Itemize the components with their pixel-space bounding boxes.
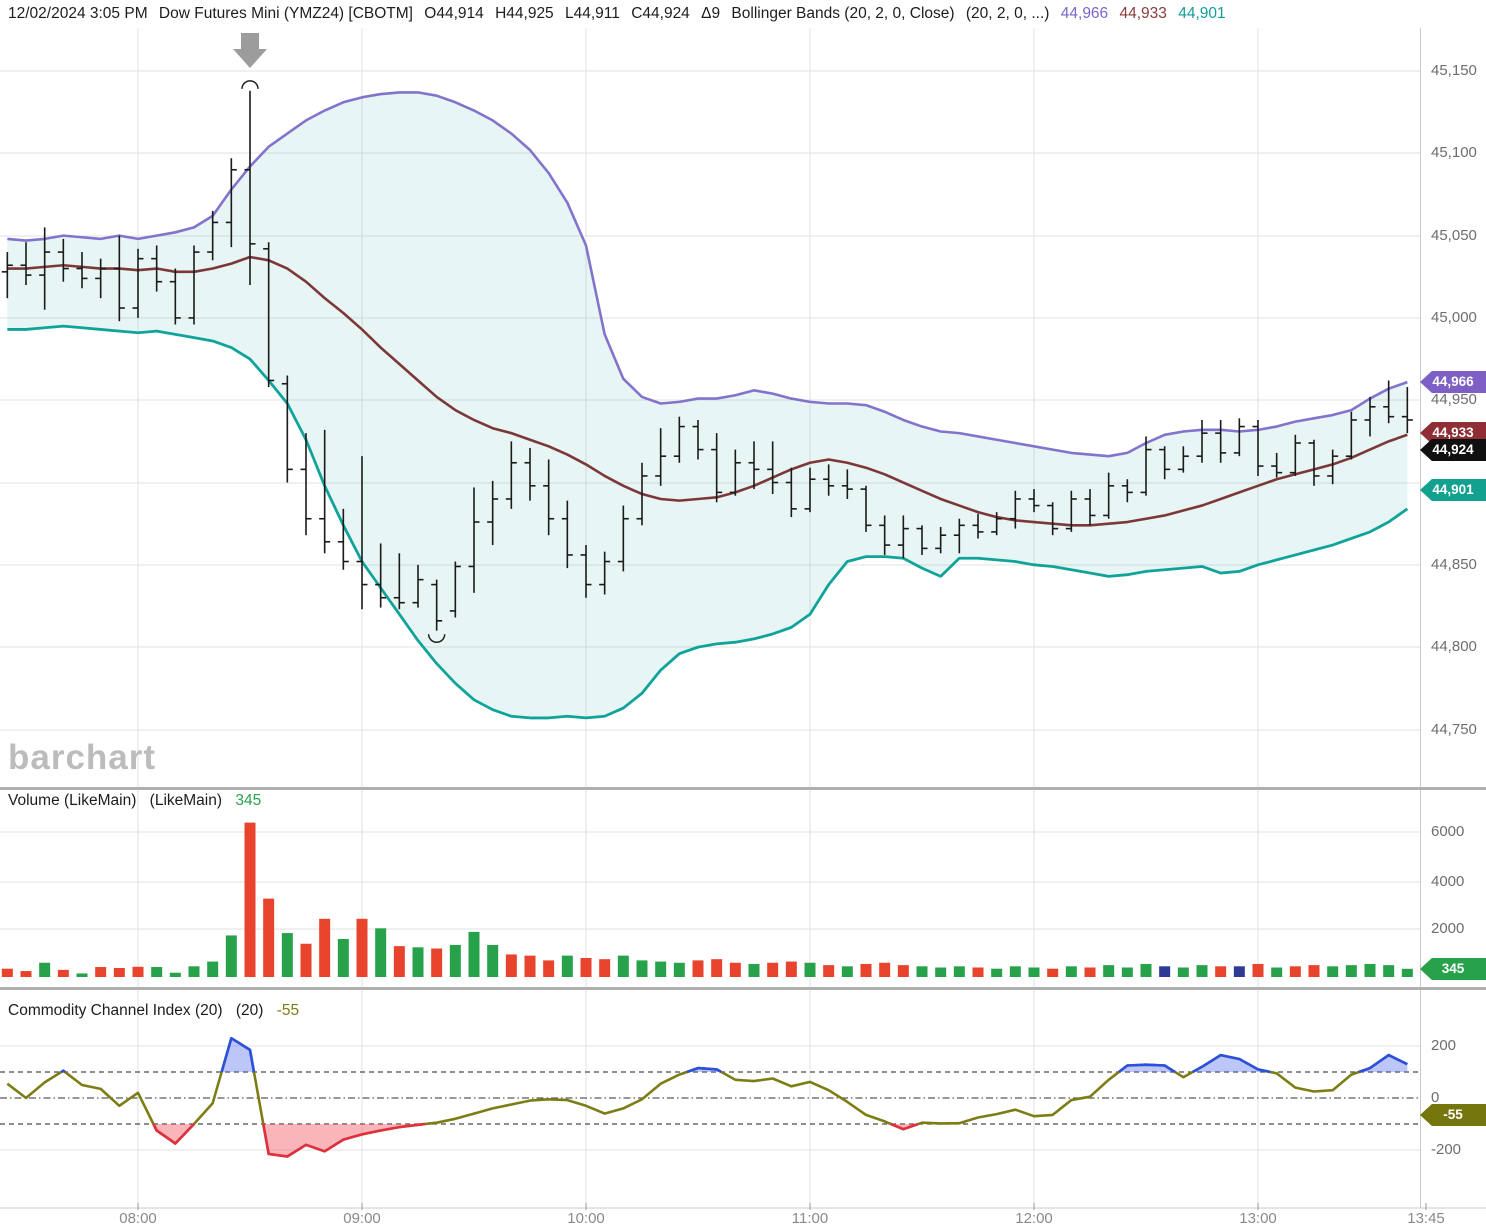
plot-area xyxy=(0,33,1420,1158)
header-low: L44,911 xyxy=(565,5,620,22)
bollinger-band-fill xyxy=(7,92,1408,718)
y-axis-label: 45,050 xyxy=(1431,227,1477,244)
volume-study-param[interactable]: (LikeMain) xyxy=(149,792,223,809)
y-axis-label: 0 xyxy=(1431,1089,1440,1106)
y-axis-label: 45,100 xyxy=(1431,144,1477,161)
y-axis-label: 4000 xyxy=(1431,873,1465,890)
header-delta: Δ9 xyxy=(701,5,721,22)
x-axis-label: 10:00 xyxy=(567,1210,605,1226)
y-axis-label: 44,800 xyxy=(1431,638,1477,655)
bb-middle-badge: 44,933 xyxy=(1420,422,1486,444)
y-axis-label: 44,850 xyxy=(1431,556,1477,573)
x-axis-label: 09:00 xyxy=(343,1210,381,1226)
cci-study-param[interactable]: (20) xyxy=(235,1002,264,1019)
cci-study-title[interactable]: Commodity Channel Index (20) xyxy=(8,1002,223,1019)
y-axis-label: 45,150 xyxy=(1431,62,1477,79)
down-arrow-annotation xyxy=(232,33,267,68)
time-axis[interactable]: 08:00 09:00 10:00 11:00 12:00 13:00 13:45 xyxy=(0,1208,1486,1226)
price-axis[interactable]: 45,150 45,100 45,050 45,000 44,950 44,850 44,8… xyxy=(1421,28,1486,1208)
y-axis-label: -200 xyxy=(1431,1141,1462,1158)
y-axis-label: 200 xyxy=(1431,1037,1457,1054)
header-bb-lower-value: 44,901 xyxy=(1178,5,1226,22)
volume-panel-label: Volume (LikeMain) (LikeMain) 345 xyxy=(8,792,261,810)
cci-badge: -55 xyxy=(1420,1104,1486,1126)
ohlc-bars xyxy=(1,90,1413,631)
header-bb-upper-value: 44,966 xyxy=(1060,5,1109,22)
bollinger-lower-line xyxy=(7,324,1409,720)
y-axis-label: 2000 xyxy=(1431,920,1465,937)
volume-current-value: 345 xyxy=(235,792,262,809)
header-study[interactable]: Bollinger Bands (20, 2, 0, Close) xyxy=(731,5,955,22)
x-axis-label: 11:00 xyxy=(791,1210,829,1226)
volume-study-title[interactable]: Volume (LikeMain) xyxy=(8,792,137,809)
y-axis-label: 45,000 xyxy=(1431,309,1477,326)
bb-lower-badge: 44,901 xyxy=(1420,479,1486,501)
y-axis-label: 44,950 xyxy=(1431,391,1477,408)
barchart-logo: barchart xyxy=(8,738,157,777)
chart-header: 12/02/2024 3:05 PM Dow Futures Mini (YMZ… xyxy=(8,5,1233,23)
high-arc-marker xyxy=(241,80,259,89)
x-axis-label: 12:00 xyxy=(1015,1210,1053,1226)
bollinger-upper-line xyxy=(7,91,1408,458)
cci-current-value: -55 xyxy=(276,1002,300,1019)
header-high: H44,925 xyxy=(495,5,554,22)
volume-bars xyxy=(1,822,1413,977)
header-close: C44,924 xyxy=(631,5,690,22)
cci-panel-label: Commodity Channel Index (20) (20) -55 xyxy=(8,1002,299,1020)
y-axis-label: 44,750 xyxy=(1431,721,1477,738)
x-axis-label: 13:00 xyxy=(1239,1210,1277,1226)
volume-badge: 345 xyxy=(1420,958,1486,980)
bollinger-middle-line xyxy=(7,255,1408,527)
y-axis-label: 6000 xyxy=(1431,823,1465,840)
x-axis-label: 08:00 xyxy=(119,1210,157,1226)
header-symbol: Dow Futures Mini (YMZ24) [CBOTM] xyxy=(158,5,413,22)
x-axis-label: 13:45 xyxy=(1407,1210,1445,1226)
header-bb-middle-value: 44,933 xyxy=(1119,5,1167,22)
header-study-params[interactable]: (20, 2, 0, ...) xyxy=(965,5,1050,22)
last-price-badge: 44,924 xyxy=(1420,439,1486,461)
header-open: O44,914 xyxy=(424,5,484,22)
header-datetime: 12/02/2024 3:05 PM xyxy=(8,5,148,22)
bb-upper-badge: 44,966 xyxy=(1420,371,1486,393)
low-arc-marker xyxy=(427,634,446,643)
cci-line xyxy=(6,1036,1408,1158)
